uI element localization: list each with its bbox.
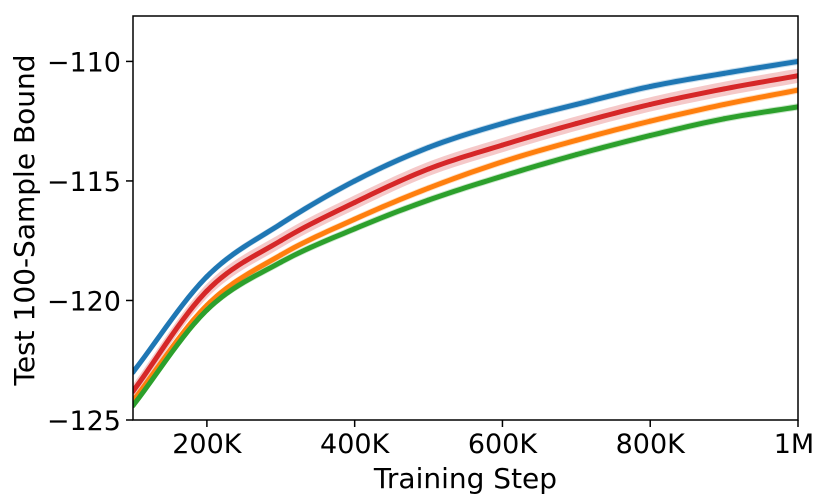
series-3-point-2 xyxy=(278,259,284,265)
series-3-point-6 xyxy=(573,152,579,158)
series-2-point-2 xyxy=(278,252,284,258)
series-0-point-2 xyxy=(278,221,284,227)
x-axis-label: Training Step xyxy=(373,462,557,495)
series-3-line xyxy=(133,104,798,409)
x-tick-label-4: 1M xyxy=(774,429,814,460)
series-1-point-1 xyxy=(204,288,210,294)
series-0-point-3 xyxy=(352,178,358,184)
series-1-point-5 xyxy=(499,142,505,148)
series-3-point-7 xyxy=(647,133,653,139)
series-1-point-8 xyxy=(721,86,727,92)
series-3-point-8 xyxy=(721,116,727,122)
series-0-point-1 xyxy=(204,274,210,280)
series-3-point-3 xyxy=(352,226,358,232)
series-2-point-3 xyxy=(352,216,358,222)
y-tick-label-0: −125 xyxy=(47,406,121,437)
series-2-point-7 xyxy=(647,118,653,124)
y-tick-label-2: −115 xyxy=(47,167,121,198)
y-tick-label-1: −120 xyxy=(47,286,121,317)
series-3 xyxy=(133,103,798,410)
series-0 xyxy=(133,57,798,376)
series-1-point-4 xyxy=(426,166,432,172)
series-0-point-6 xyxy=(573,101,579,107)
series-0-line xyxy=(133,58,798,375)
series-2-line xyxy=(133,87,798,404)
x-tick-label-3: 800K xyxy=(616,429,687,460)
y-tick-label-3: −110 xyxy=(47,47,121,78)
series-2-point-4 xyxy=(426,185,432,191)
x-axis: 200K 400K 600K 800K 1M xyxy=(172,420,814,460)
x-tick-label-2: 600K xyxy=(468,429,539,460)
y-axis-label: Test 100-Sample Bound xyxy=(8,54,41,386)
series-3-point-5 xyxy=(499,173,505,179)
series-0-band xyxy=(133,57,798,376)
series-1-point-2 xyxy=(278,238,284,244)
series-0-point-5 xyxy=(499,121,505,127)
series-1 xyxy=(133,68,798,399)
series-2-point-8 xyxy=(721,101,727,107)
series-1-point-7 xyxy=(647,101,653,107)
series-1-line xyxy=(133,73,798,394)
series-0-point-4 xyxy=(426,144,432,150)
series-1-point-3 xyxy=(352,199,358,205)
x-tick-label-1: 400K xyxy=(320,429,391,460)
series-2-point-6 xyxy=(573,137,579,143)
y-axis: −125 −120 −115 −110 xyxy=(47,47,133,437)
x-tick-label-0: 200K xyxy=(172,429,243,460)
series-1-band xyxy=(133,68,798,399)
series-3-point-1 xyxy=(204,307,210,313)
series-1-point-6 xyxy=(573,121,579,127)
plot-frame xyxy=(132,15,799,421)
series-3-point-4 xyxy=(426,197,432,203)
series-2-point-5 xyxy=(499,159,505,165)
plot-area xyxy=(133,57,798,410)
series-0-point-7 xyxy=(647,84,653,90)
series-0-point-8 xyxy=(721,70,727,76)
